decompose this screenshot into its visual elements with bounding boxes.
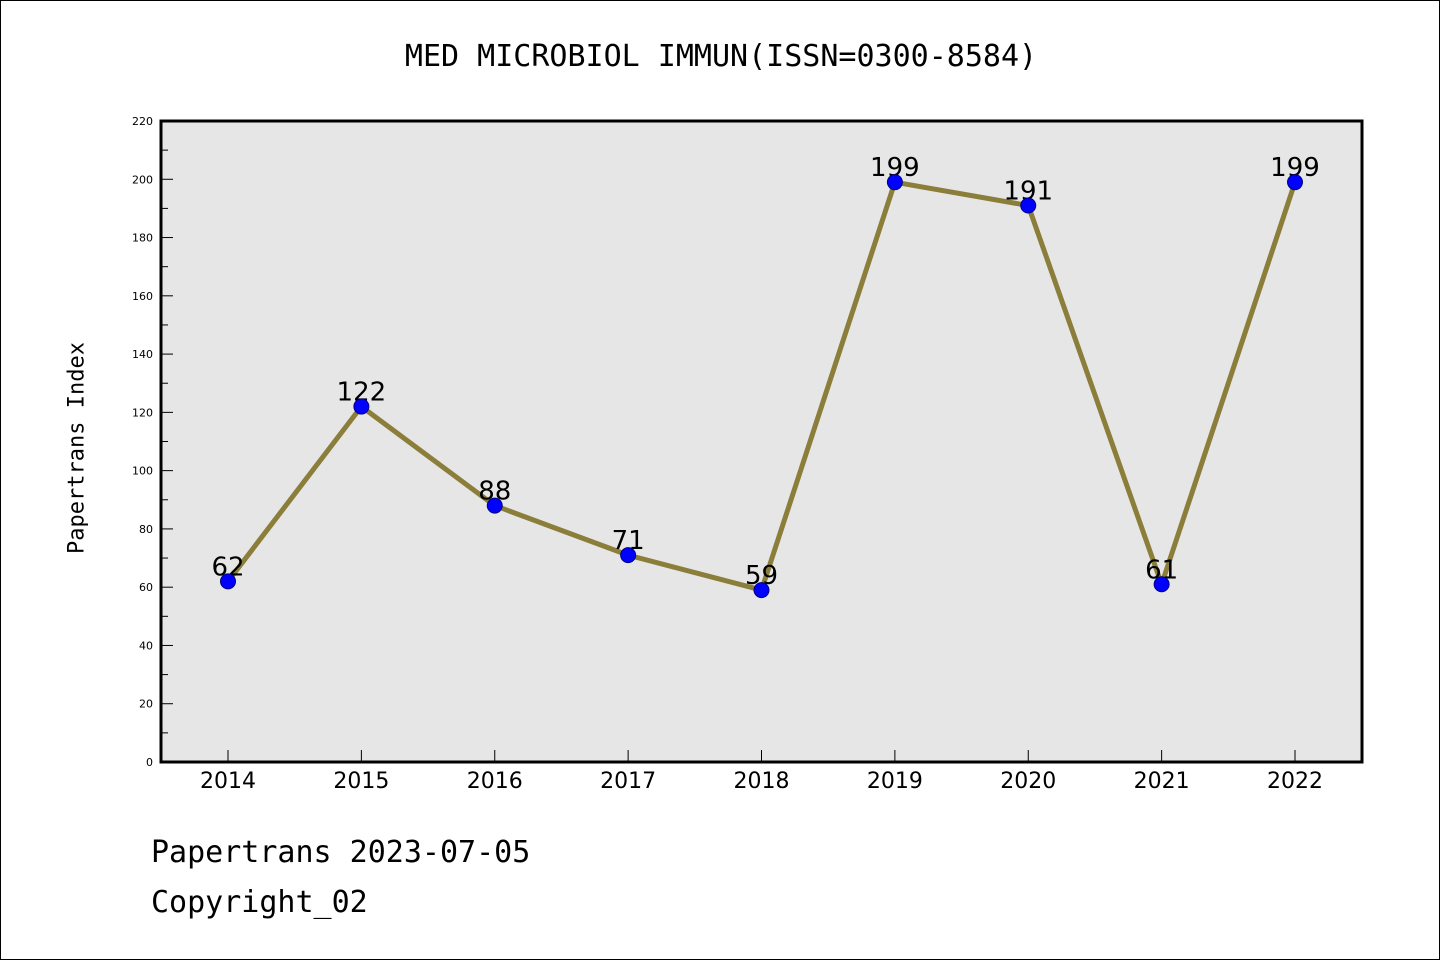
y-tick-label: 0 (146, 756, 153, 769)
x-tick-label: 2016 (467, 769, 523, 794)
y-tick-label: 40 (139, 639, 153, 652)
data-point (1287, 174, 1303, 191)
y-tick-label: 200 (132, 173, 153, 186)
x-tick-label: 2017 (600, 769, 656, 794)
y-axis-ticks: 0 20 40 60 80 100 120 140 160 180 200 220 (132, 115, 173, 769)
data-point (353, 398, 370, 415)
y-tick-label: 80 (139, 523, 153, 536)
x-tick-label: 2019 (867, 769, 923, 794)
data-point (220, 573, 236, 590)
x-tick-label: 2020 (1000, 769, 1056, 794)
x-tick-label: 2021 (1134, 769, 1190, 794)
x-tick-label: 2022 (1267, 769, 1323, 794)
data-point (620, 547, 637, 564)
footer-date-stamp: Papertrans 2023-07-05 (151, 835, 531, 870)
y-tick-label: 60 (139, 581, 153, 594)
data-point (1153, 576, 1170, 593)
data-point (886, 174, 903, 191)
y-tick-label: 160 (132, 290, 153, 303)
y-tick-label: 120 (132, 406, 153, 419)
plot-area-frame (159, 119, 1364, 764)
data-point (486, 497, 503, 514)
y-tick-label: 100 (132, 465, 153, 478)
x-axis-ticks: 2014 2015 2016 2017 2018 2019 2020 2021 2022 (200, 750, 1323, 794)
y-tick-label: 180 (132, 232, 153, 245)
y-axis-label: Papertrans Index (64, 342, 90, 554)
x-tick-label: 2015 (333, 769, 389, 794)
plot-area-background (161, 121, 1362, 762)
y-tick-label: 140 (132, 348, 153, 361)
data-markers (220, 174, 1303, 599)
y-tick-label: 220 (132, 115, 153, 128)
footer-copyright: Copyright_02 (151, 885, 368, 920)
y-tick-label: 20 (139, 698, 153, 711)
x-tick-label: 2018 (734, 769, 790, 794)
data-point (1020, 197, 1037, 214)
data-point (753, 582, 770, 599)
x-tick-label: 2014 (200, 769, 256, 794)
chart-title: MED MICROBIOL IMMUN(ISSN=0300-8584) (404, 39, 1038, 74)
